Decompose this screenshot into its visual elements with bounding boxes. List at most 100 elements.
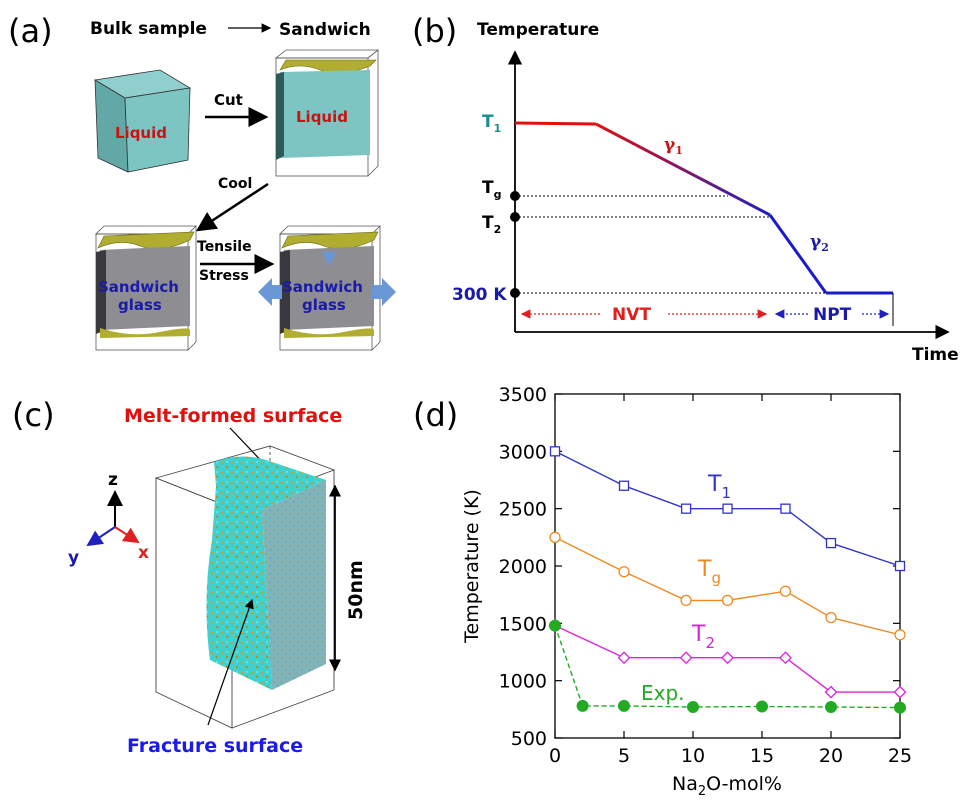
exp-series-label: Exp. [641,681,685,705]
y-tick-label: 3500 [499,384,547,406]
right-glass-word: glass [302,296,346,314]
data-point-t1 [780,503,791,514]
y-tick-label: 2000 [499,556,547,578]
y-tick-label: 2500 [499,499,547,521]
y-tick-label: 500 [511,728,547,750]
t2-series-label: T2 [691,622,715,652]
cube-liquid-label: Liquid [115,124,167,142]
y-axis-arrow [86,526,116,547]
gamma1-label: γ1 [664,135,683,157]
tg-dot [510,191,520,201]
crack-notch-icon [322,252,336,266]
t2-dot [510,212,520,222]
y-tick-label: 1000 [499,671,547,693]
bulk-sample-label: Bulk sample [90,19,207,39]
b-y-title: Temperature [477,20,599,40]
data-point-exp [618,699,630,712]
cool-arrow [195,182,269,232]
sandwich-glass-right [279,225,381,351]
data-point-exp [576,699,589,712]
t2-label: T2 [482,213,501,236]
sandwich-label: Sandwich [279,20,371,40]
panel-b: (b) Temperature Time T1 Tg T2 300 K γ1 γ… [412,12,959,365]
melt-surface-label: Melt-formed surface [124,405,342,427]
gamma2-cooling-line [768,214,828,294]
t1-label: T1 [482,112,501,135]
cool-label: Cool [218,176,252,192]
data-point-tg [618,566,630,578]
liquid-cube [93,69,192,173]
panel-a: (a) Bulk sample Sandwich Liquid Cut Liqu… [8,12,396,351]
right-pull-arrow-icon [372,278,396,306]
d-series-markers [548,446,907,714]
300k-dot [510,288,520,298]
d-plot-frame [554,393,901,739]
data-point-t2 [893,685,907,699]
d-y-axis-title: Temperature (K) [461,489,483,644]
data-point-exp [825,701,837,714]
slab-side [262,480,326,690]
series-line-exp [554,625,901,709]
left-sandwich-word: Sandwich [98,278,179,296]
tg-series-label: Tg [697,557,721,587]
panel-d: (d) 0 5 10 15 20 25 500 1000 1500 2000 2500 3000 350… [413,384,912,799]
right-sandwich-word: Sandwich [282,278,363,296]
data-point-tg [721,594,734,607]
data-point-tg [549,531,561,543]
data-point-t1 [680,503,692,514]
cut-label: Cut [214,91,243,109]
series-line-tg [554,536,901,636]
data-point-t1 [722,503,733,514]
x-tick-label: 25 [888,745,912,767]
gamma1-cooling-line [595,122,771,217]
y-tick-label: 3000 [499,441,547,463]
data-point-t1 [618,480,630,491]
sandwich-liquid-label: Liquid [296,108,348,126]
data-point-t2 [824,685,838,699]
stress-label: Stress [199,268,249,284]
x-tick-label: 5 [618,745,630,767]
panel-b-letter: (b) [412,12,457,50]
b-x-title: Time [912,345,959,365]
panel-c: (c) Melt-formed surface 50nm z y x Fract… [12,396,367,757]
300k-label: 300 K [452,285,507,305]
panel-c-letter: (c) [12,396,55,434]
x-tick-label: 15 [750,745,774,767]
data-point-exp [756,700,768,713]
data-point-tg [825,611,837,624]
d-x-axis-title: Na2O-mol% [672,773,782,799]
data-point-tg [894,629,906,641]
panel-a-letter: (a) [8,12,53,50]
nvt-label: NVT [612,305,651,325]
height-label: 50nm [345,560,367,620]
y-axis-label: y [68,548,79,568]
tensile-label: Tensile [197,239,252,255]
data-point-t2 [779,651,792,665]
left-pull-arrow-icon [258,278,282,306]
data-point-t2 [721,651,734,665]
sandwich-glass-left [95,225,197,351]
simulation-box [154,445,336,729]
data-point-t1 [894,560,906,572]
x-tick-label: 10 [681,745,705,767]
z-axis-label: z [108,470,118,490]
d-ticks: 0 5 10 15 20 25 500 1000 1500 2000 2500 3000 3500 [499,384,912,767]
left-glass-word: glass [118,296,162,314]
fracture-surface [206,486,272,690]
x-tick-label: 20 [819,745,843,767]
data-point-t2 [679,651,693,665]
y-tick-label: 1500 [499,613,547,635]
x-tick-label: 0 [549,745,561,767]
data-point-tg [680,594,692,607]
sandwich-liquid-box [274,49,380,177]
data-point-tg [779,585,792,597]
data-point-exp [549,619,561,632]
data-point-exp [687,701,699,714]
slab-top-surface [214,456,326,510]
x-axis-arrow [114,526,140,544]
data-point-t1 [549,446,561,457]
data-point-t2 [617,651,631,665]
t1-hold-line [514,121,597,126]
npt-label: NPT [813,305,852,325]
